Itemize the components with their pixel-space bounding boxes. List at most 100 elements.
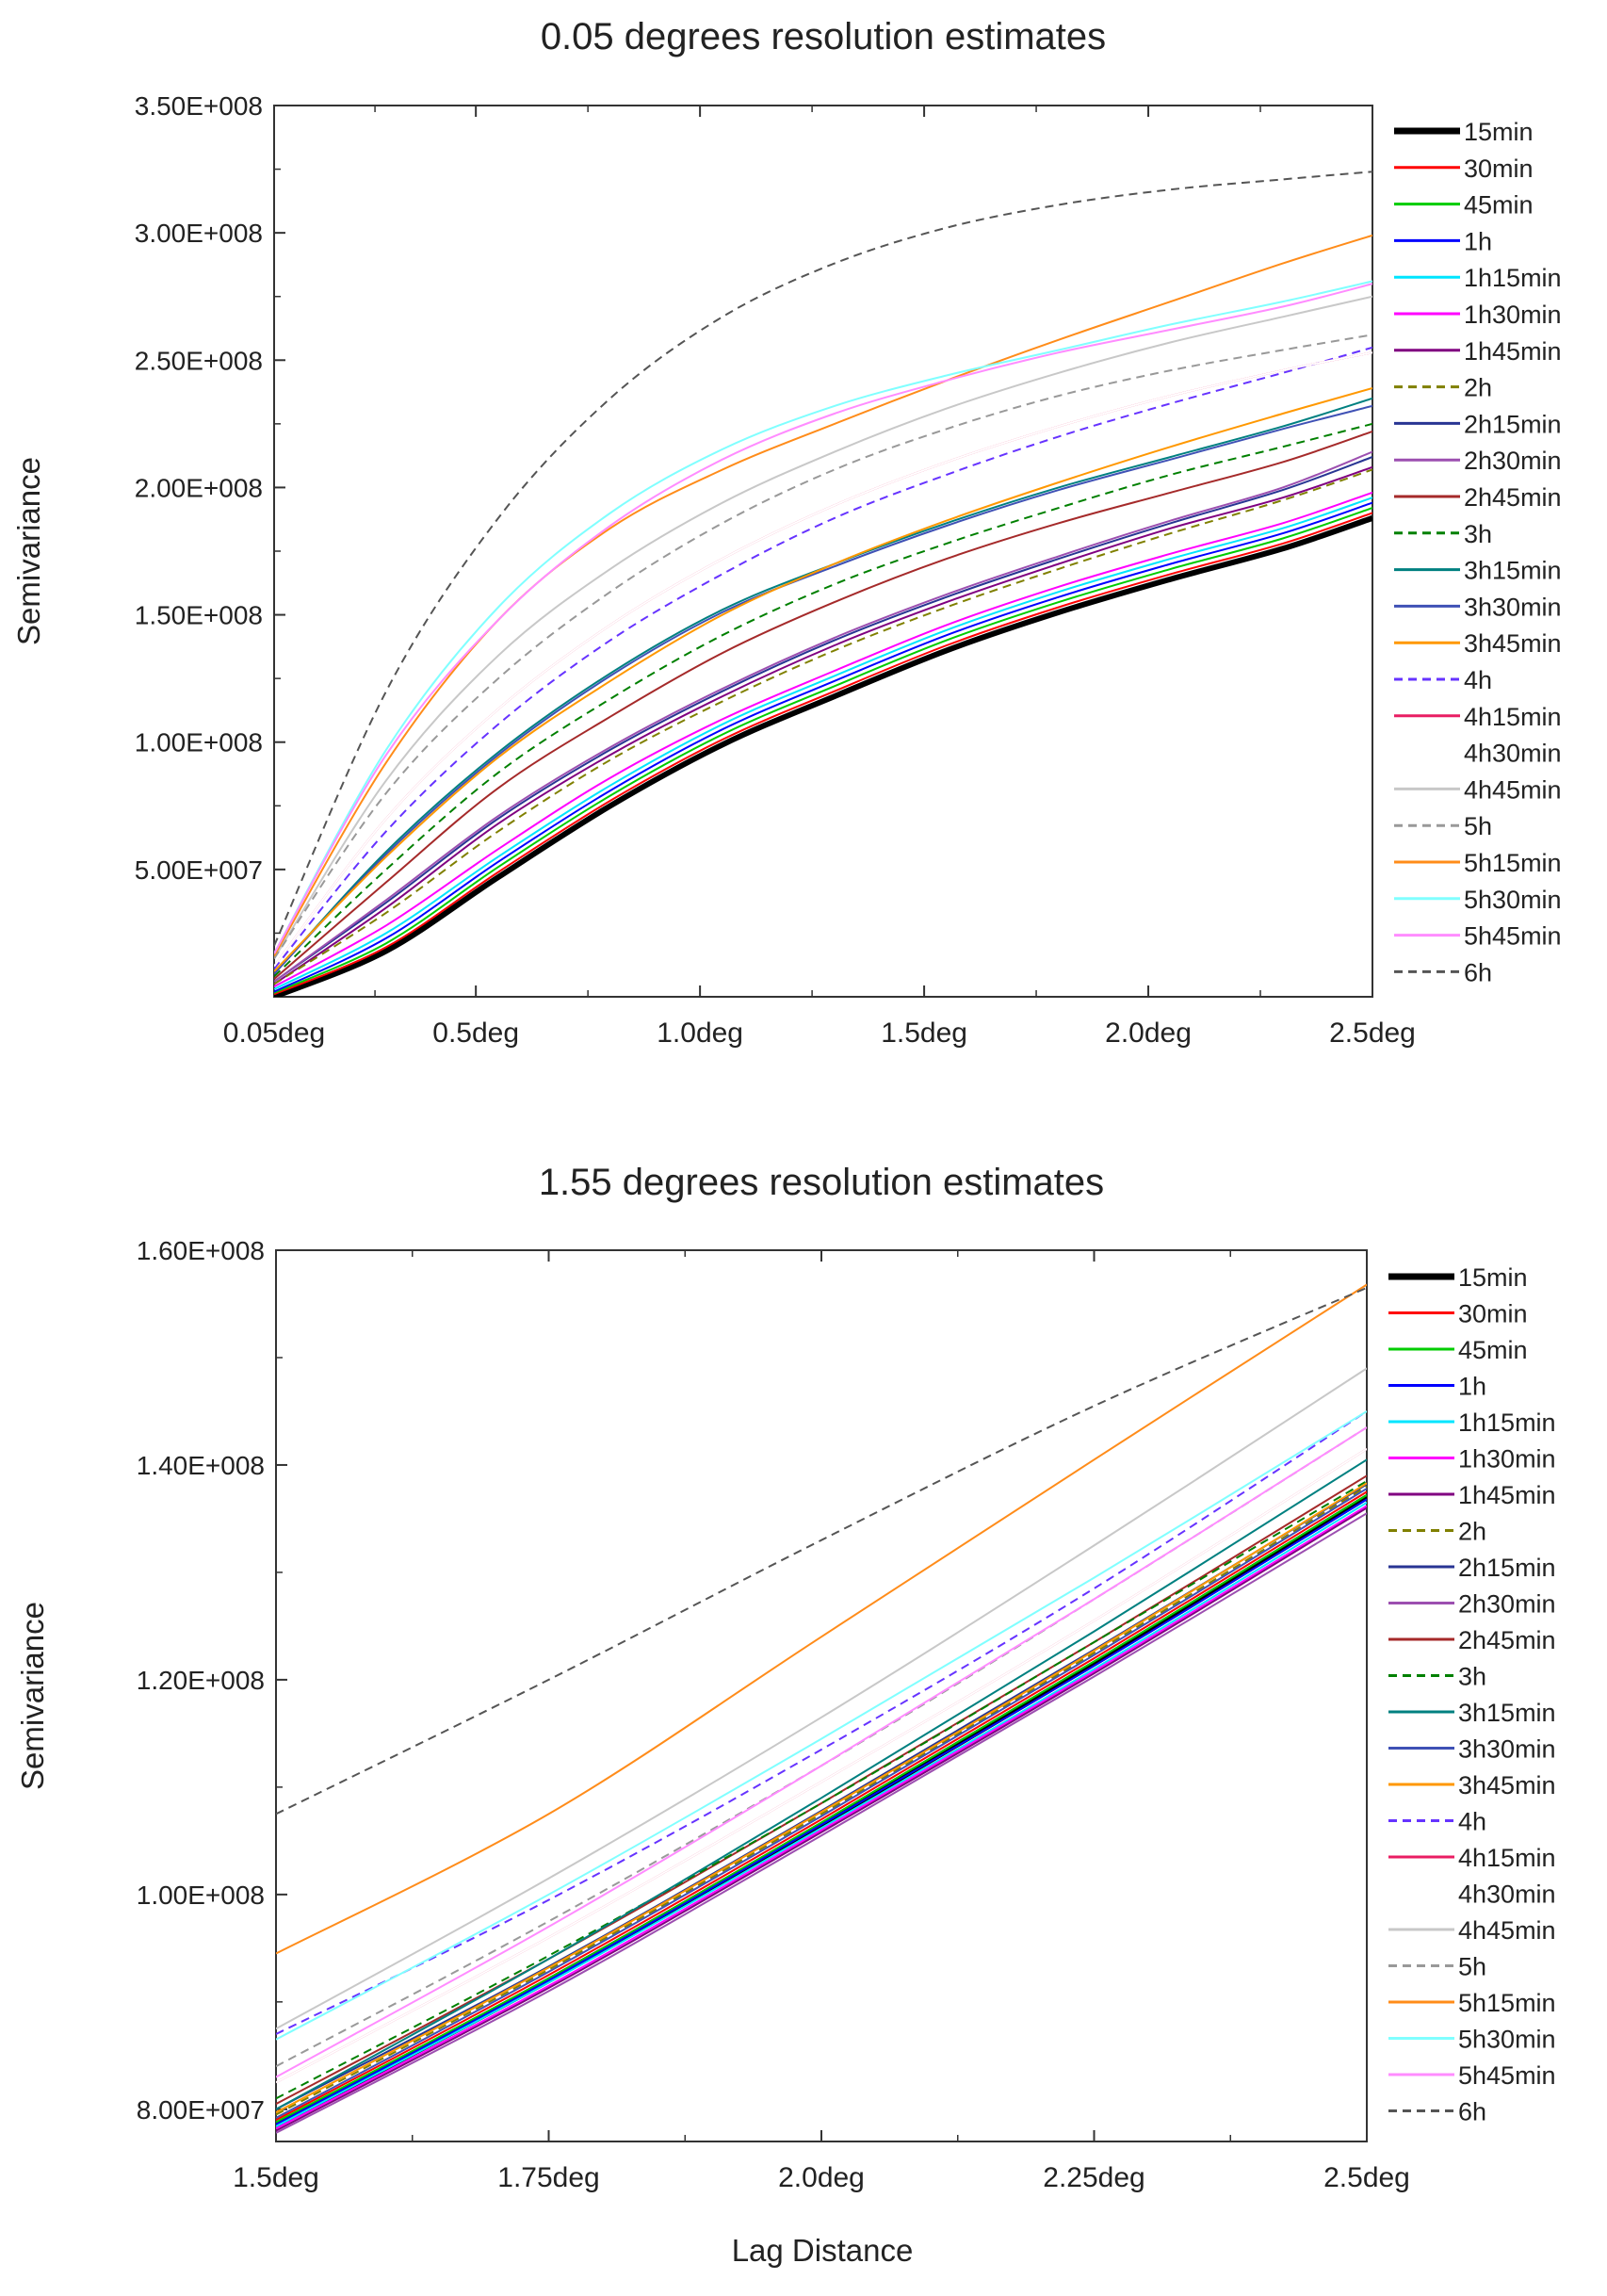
series-line-1h30min xyxy=(276,1505,1367,2130)
y-tick-label: 2.00E+008 xyxy=(135,473,263,502)
y-tick-label: 1.00E+008 xyxy=(137,1881,265,1910)
y-axis-ticks: 5.00E+007 1.00E+008 1.50E+008 2.00E+008 2.50… xyxy=(135,91,285,935)
legend: 15min 30min 45min 1h 1h15min 1h30min 1h45min 2h… xyxy=(1388,1263,1556,2126)
legend-label: 4h xyxy=(1464,666,1492,694)
x-tick-label: 0.5deg xyxy=(432,1018,519,1049)
legend-label: 6h xyxy=(1464,958,1492,986)
series-line-1h xyxy=(274,501,1372,993)
legend-label: 30min xyxy=(1458,1300,1528,1328)
series-line-5h15min xyxy=(276,1283,1367,1955)
legend-label: 45min xyxy=(1458,1336,1528,1364)
x-tick-label: 1.0deg xyxy=(657,1018,743,1049)
series-line-4h xyxy=(276,1410,1367,2035)
legend-label: 3h30min xyxy=(1464,593,1562,621)
legend-label: 5h15min xyxy=(1464,849,1562,877)
series-line-5h45min xyxy=(274,283,1372,954)
legend-label: 4h xyxy=(1458,1808,1486,1836)
y-tick-label: 1.00E+008 xyxy=(135,728,263,757)
series-line-4h45min xyxy=(276,1367,1367,2030)
legend-label: 5h xyxy=(1464,812,1492,840)
legend-label: 1h15min xyxy=(1464,264,1562,292)
x-tick-label: 2.0deg xyxy=(1105,1018,1192,1049)
legend-label: 1h xyxy=(1458,1373,1486,1401)
legend-label: 3h30min xyxy=(1458,1735,1556,1764)
legend-label: 4h30min xyxy=(1458,1881,1556,1909)
legend-label: 4h30min xyxy=(1464,740,1562,768)
legend-label: 3h45min xyxy=(1458,1771,1556,1799)
y-tick-label: 1.50E+008 xyxy=(135,601,263,630)
series-line-5h30min xyxy=(276,1410,1367,2041)
x-tick-label: 1.5deg xyxy=(233,2162,319,2193)
legend-label: 3h15min xyxy=(1458,1699,1556,1727)
series-line-6h xyxy=(274,171,1372,947)
series-line-1h xyxy=(276,1498,1367,2125)
legend-label: 30min xyxy=(1464,155,1534,183)
series-line-3h xyxy=(274,422,1372,978)
legend-label: 4h15min xyxy=(1458,1844,1556,1872)
series-line-4h30min xyxy=(274,351,1372,968)
series-line-1h15min xyxy=(274,497,1372,990)
series-line-5h15min xyxy=(274,234,1372,957)
y-tick-label: 8.00E+007 xyxy=(137,2095,265,2125)
x-tick-label: 2.5deg xyxy=(1329,1018,1416,1049)
y-axis-label: Semivariance xyxy=(15,1602,50,1790)
legend-label: 1h30min xyxy=(1464,301,1562,329)
legend-label: 15min xyxy=(1458,1263,1528,1292)
legend-label: 4h15min xyxy=(1464,703,1562,731)
series-line-3h15min xyxy=(276,1458,1367,2110)
legend-label: 6h xyxy=(1458,2098,1486,2126)
series-line-2h xyxy=(276,1485,1367,2116)
y-tick-label: 1.40E+008 xyxy=(137,1451,265,1480)
y-tick-label: 1.20E+008 xyxy=(137,1666,265,1695)
legend-label: 2h xyxy=(1464,374,1492,402)
legend-label: 4h45min xyxy=(1464,775,1562,804)
legend-label: 1h xyxy=(1464,227,1492,255)
series-line-30min xyxy=(276,1490,1367,2122)
series-line-3h30min xyxy=(276,1488,1367,2119)
legend-label: 2h45min xyxy=(1464,483,1562,512)
series-line-2h45min xyxy=(276,1474,1367,2105)
legend-label: 2h30min xyxy=(1458,1590,1556,1619)
series-line-2h15min xyxy=(274,456,1372,983)
legend-label: 3h15min xyxy=(1464,557,1562,585)
legend-label: 4h45min xyxy=(1458,1916,1556,1945)
legend-label: 3h45min xyxy=(1464,629,1562,658)
x-tick-label: 1.5deg xyxy=(881,1018,967,1049)
series-line-45min xyxy=(276,1494,1367,2124)
legend-label: 2h45min xyxy=(1458,1626,1556,1654)
series-line-45min xyxy=(274,507,1372,994)
chart-1: 0.05 degrees resolution estimates Semivar… xyxy=(11,16,1562,1049)
series-line-2h45min xyxy=(274,431,1372,980)
series-line-4h xyxy=(274,346,1372,969)
series-line-1h45min xyxy=(276,1506,1367,2132)
legend: 15min 30min 45min 1h 1h15min 1h30min 1h45min 2h… xyxy=(1394,118,1562,986)
x-axis-ticks: 1.5deg 1.75deg 2.0deg 2.25deg 2.5deg xyxy=(233,1250,1410,2193)
series-line-3h45min xyxy=(276,1482,1367,2114)
series-line-4h30min xyxy=(276,1448,1367,2084)
series-line-3h45min xyxy=(274,387,1372,972)
series-line-2h30min xyxy=(274,450,1372,983)
series-line-5h xyxy=(274,334,1372,960)
series-line-1h45min xyxy=(274,465,1372,985)
legend-label: 3h xyxy=(1458,1663,1486,1691)
series-line-5h xyxy=(276,1426,1367,2068)
legend-label: 5h15min xyxy=(1458,1989,1556,2017)
chart-2: 1.55 degrees resolution estimates Semivar… xyxy=(15,1162,1556,2193)
legend-label: 5h30min xyxy=(1458,2026,1556,2054)
y-tick-label: 3.50E+008 xyxy=(135,91,263,121)
y-axis-ticks: 8.00E+007 1.00E+008 1.20E+008 1.40E+008 1.60… xyxy=(137,1236,287,2126)
chart-title: 1.55 degrees resolution estimates xyxy=(539,1162,1104,1203)
x-tick-label: 1.75deg xyxy=(497,2162,599,2193)
chart-title: 0.05 degrees resolution estimates xyxy=(541,16,1106,57)
legend-label: 2h30min xyxy=(1464,447,1562,475)
series-line-5h30min xyxy=(274,280,1372,954)
legend-label: 5h45min xyxy=(1458,2061,1556,2090)
y-tick-label: 2.50E+008 xyxy=(135,346,263,375)
series-line-2h xyxy=(274,468,1372,985)
y-tick-label: 1.60E+008 xyxy=(137,1236,265,1265)
series-line-2h30min xyxy=(276,1512,1367,2134)
x-axis-ticks: 0.05deg 0.5deg 1.0deg 1.5deg 2.0deg 2.5deg xyxy=(223,106,1416,1049)
y-axis-label: Semivariance xyxy=(11,457,46,645)
legend-label: 2h15min xyxy=(1458,1554,1556,1582)
